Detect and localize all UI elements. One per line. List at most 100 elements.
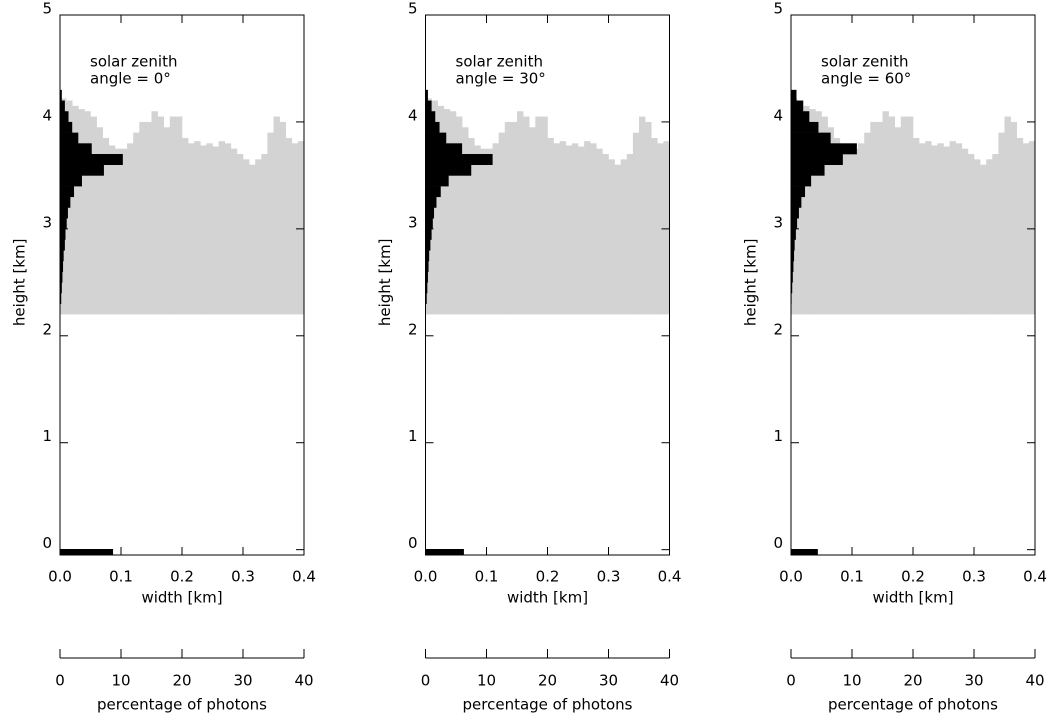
cloud-column [492,143,499,315]
photon-bar [60,293,62,305]
photon-bar [425,154,493,166]
cloud-column [1016,137,1024,315]
cloud-column [821,116,828,315]
photon-bar [60,260,64,272]
x2-tick-label: 20 [172,672,191,690]
x2-tick-label: 30 [233,672,252,690]
photon-bar [791,196,802,208]
cloud-column [596,148,603,315]
photon-bar [791,143,857,155]
x2-tick-label: 20 [903,672,922,690]
photon-bar [425,271,428,283]
cloud-column [584,141,591,315]
photon-bar [425,293,427,305]
cloud-column [480,148,487,315]
cloud-column [108,145,116,315]
photon-bar [425,250,430,262]
cloud-column [852,148,859,315]
photon-bar [425,282,428,294]
cloud-column [858,143,865,315]
photon-bar [425,260,429,272]
cloud-column [133,132,140,315]
cloud-column [486,148,493,315]
y-tick-label: 2 [773,320,783,338]
x2-axis-label: percentage of photons [463,696,633,714]
y-tick-label: 2 [408,320,418,338]
cloud-column [456,116,463,315]
cloud-column [437,105,445,315]
photon-bar [791,250,795,262]
annotation: angle = 60° [821,70,911,88]
cloud-column [870,121,877,315]
cloud-column [182,137,189,315]
photon-bar [791,175,812,187]
x-axis-label: width [km] [141,589,222,607]
y-tick-label: 1 [408,427,418,445]
ground-photon-bar [60,549,114,555]
cloud-column [230,148,238,315]
cloud-column [297,141,305,315]
photon-bar [791,282,793,294]
cloud-column [657,143,664,315]
cloud-column [578,146,585,315]
cloud-column [547,137,554,315]
annotation: solar zenith [90,53,177,71]
cloud-column [72,105,79,315]
photon-bar [60,89,62,101]
cloud-column [96,127,103,315]
cloud-column [468,137,475,315]
cloud-column [212,146,219,315]
x-tick-label: 0.2 [901,568,925,586]
panel: 0 1 2 3 4 5 0.0 0.1 0.2 0.3 0.4 width [km] height [k… [376,0,681,714]
x-axis-label: width [km] [872,589,953,607]
cloud-column [84,111,91,315]
x2-tick-label: 0 [421,672,431,690]
x2-axis-label: percentage of photons [828,696,998,714]
photon-bar [425,228,432,240]
x2-tick-label: 10 [111,672,130,690]
cloud-column [894,127,902,315]
photon-bar [60,100,65,112]
photon-bar [60,196,71,208]
photon-bar [425,164,472,176]
x2-tick-label: 0 [55,672,65,690]
y-tick-label: 3 [408,213,418,231]
cloud-column [645,121,652,315]
cloud-column [815,111,822,315]
x2-tick-label: 30 [964,672,983,690]
x-tick-label: 0.4 [658,568,682,586]
cloud-column [517,111,524,315]
photon-bar [791,260,794,272]
cloud-column [224,143,232,315]
cloud-column [510,121,518,315]
photon-bar [791,89,797,101]
cloud-column [90,116,97,315]
x2-tick-label: 20 [538,672,557,690]
cloud-column [614,164,621,315]
panel: 0 1 2 3 4 5 0.0 0.1 0.2 0.3 0.4 width [km] height [k… [742,0,1047,714]
photon-bar [791,239,795,251]
x-tick-label: 0.2 [170,568,194,586]
photon-bar [425,207,435,219]
cloud-column [218,141,225,315]
photon-bar [60,111,69,123]
photon-bar [60,175,82,187]
cloud-column [273,116,280,315]
cloud-column [839,145,847,315]
cloud-column [913,137,920,315]
y-axis-label: height [km] [742,239,760,327]
cloud-column [967,154,975,315]
cloud-column [279,121,286,315]
photon-bar [60,282,62,294]
cloud-column [900,116,908,315]
photon-bar [791,186,806,198]
cloud-column [541,116,548,315]
cloud-column [553,143,560,315]
cloud-column [998,132,1005,315]
x2-tick-label: 0 [786,672,796,690]
x-tick-label: 0.0 [779,568,803,586]
cloud-column [443,109,451,315]
ground-photon-bar [791,549,818,555]
cloud-column [255,159,262,315]
